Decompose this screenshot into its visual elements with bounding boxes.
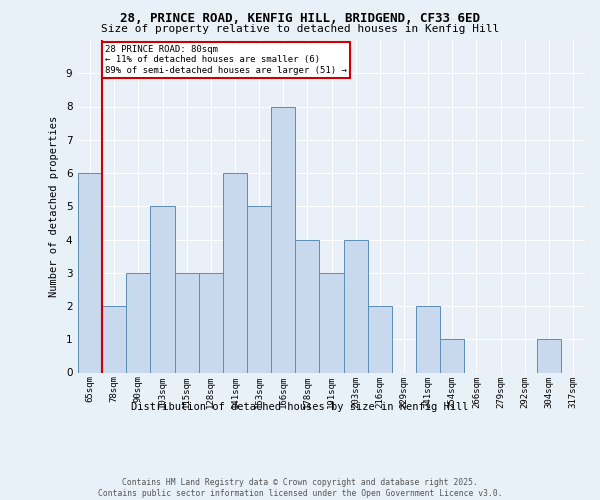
Y-axis label: Number of detached properties: Number of detached properties	[49, 116, 59, 297]
Bar	[271, 106, 295, 372]
Bar	[78, 173, 102, 372]
Text: 28 PRINCE ROAD: 80sqm
← 11% of detached houses are smaller (6)
89% of semi-detac: 28 PRINCE ROAD: 80sqm ← 11% of detached …	[105, 45, 347, 75]
Bar	[102, 306, 126, 372]
Text: 28, PRINCE ROAD, KENFIG HILL, BRIDGEND, CF33 6ED: 28, PRINCE ROAD, KENFIG HILL, BRIDGEND, …	[120, 12, 480, 26]
Bar	[368, 306, 392, 372]
Bar	[199, 273, 223, 372]
Bar	[440, 339, 464, 372]
Bar	[537, 339, 561, 372]
Text: Size of property relative to detached houses in Kenfig Hill: Size of property relative to detached ho…	[101, 24, 499, 34]
Text: Contains HM Land Registry data © Crown copyright and database right 2025.
Contai: Contains HM Land Registry data © Crown c…	[98, 478, 502, 498]
Bar	[344, 240, 368, 372]
Bar	[126, 273, 151, 372]
Bar	[223, 173, 247, 372]
Bar	[319, 273, 344, 372]
Bar	[416, 306, 440, 372]
Bar	[151, 206, 175, 372]
Text: Distribution of detached houses by size in Kenfig Hill: Distribution of detached houses by size …	[131, 402, 469, 412]
Bar	[175, 273, 199, 372]
Bar	[295, 240, 319, 372]
Bar	[247, 206, 271, 372]
